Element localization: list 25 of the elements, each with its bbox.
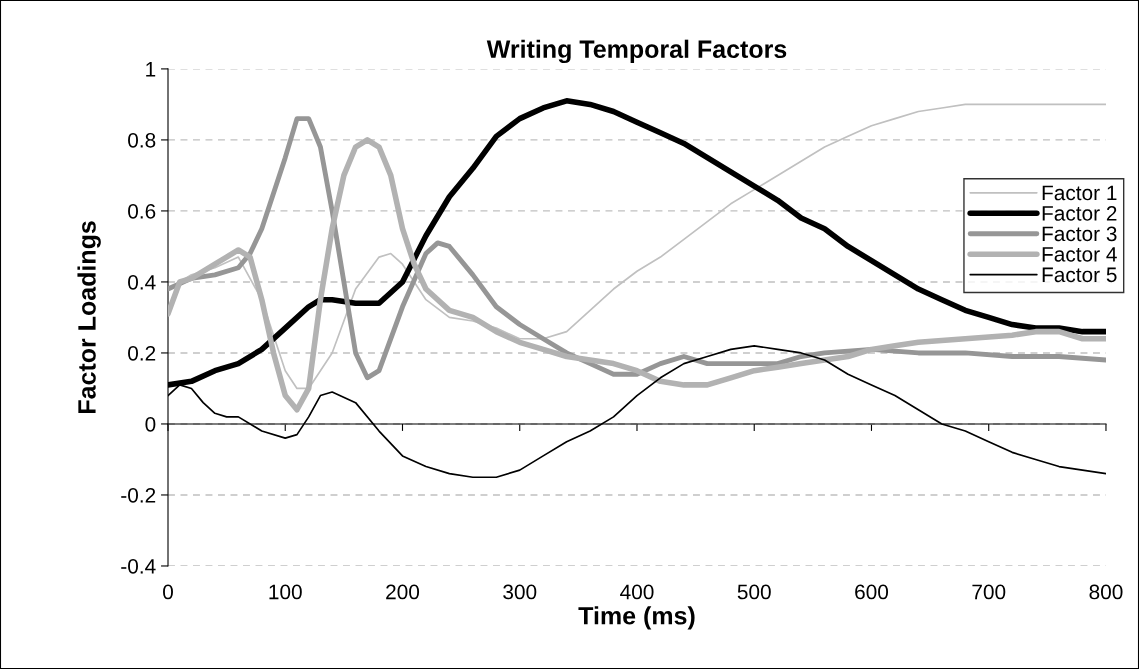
y-tick-label: 0.6 xyxy=(128,203,156,219)
x-axis-title: Time (ms) xyxy=(578,606,695,630)
legend-label: Factor 4 xyxy=(1042,247,1117,262)
legend-label: Factor 3 xyxy=(1042,226,1117,242)
y-tick-label: 0 xyxy=(145,416,156,432)
y-tick-label: -0.4 xyxy=(121,558,156,574)
legend-label: Factor 1 xyxy=(1042,185,1117,201)
y-axis-title: Factor Loadings xyxy=(77,221,101,413)
x-tick-label: 300 xyxy=(503,584,537,600)
x-tick-label: 800 xyxy=(1089,584,1123,600)
x-tick-label: 600 xyxy=(855,584,889,600)
y-tick-label: -0.2 xyxy=(121,487,156,503)
y-tick-label: 0.4 xyxy=(128,274,156,290)
y-tick-label: 0.8 xyxy=(128,132,156,148)
y-tick-label: 0.2 xyxy=(128,345,156,361)
legend-label: Factor 5 xyxy=(1042,267,1117,283)
chart-title: Writing Temporal Factors xyxy=(486,39,787,64)
x-tick-label: 500 xyxy=(737,584,771,600)
legend-label: Factor 2 xyxy=(1042,206,1117,221)
x-tick-label: 700 xyxy=(972,584,1006,600)
x-tick-label: 100 xyxy=(269,584,302,600)
x-tick-label: 0 xyxy=(163,584,173,600)
x-tick-label: 200 xyxy=(386,584,420,600)
x-tick-label: 400 xyxy=(620,584,654,600)
y-tick-label: 1 xyxy=(146,62,156,77)
